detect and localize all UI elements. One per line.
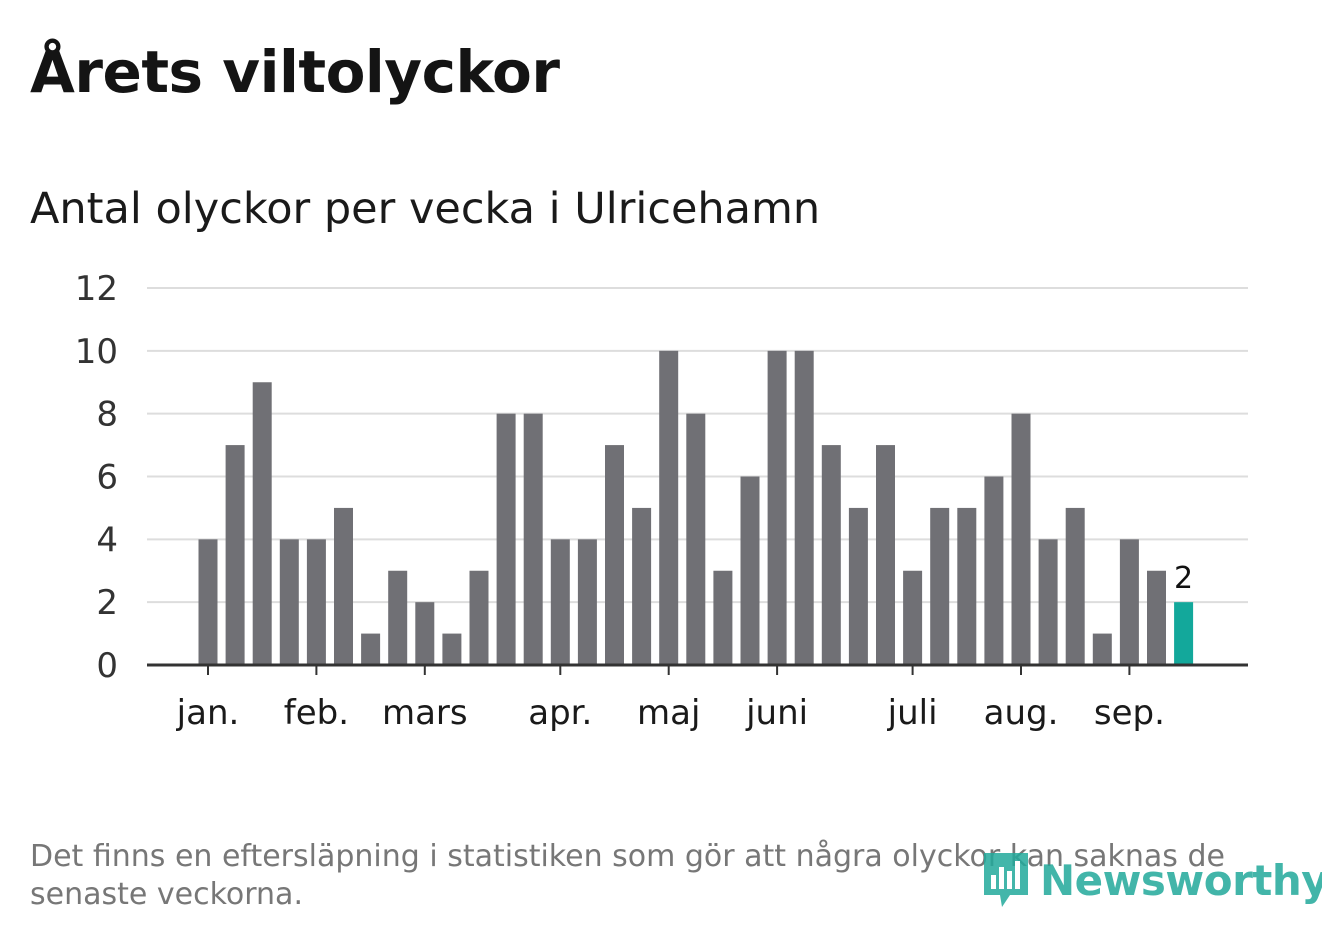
x-tick-label: aug. <box>984 693 1059 733</box>
bar <box>930 507 950 665</box>
bar <box>252 382 272 665</box>
bar <box>198 539 218 665</box>
bar <box>686 413 706 665</box>
bar <box>984 476 1004 665</box>
x-tick-label: sep. <box>1094 693 1165 733</box>
bar <box>903 570 923 665</box>
y-tick-label: 8 <box>96 395 118 435</box>
bar <box>848 507 868 665</box>
chart-subtitle: Antal olyckor per vecka i Ulricehamn <box>30 184 821 234</box>
bar <box>388 570 408 665</box>
bar <box>632 507 652 665</box>
bar <box>225 445 245 665</box>
newsworthy-logo: Newsworthy <box>980 848 1322 912</box>
bar <box>876 445 895 665</box>
y-tick-label: 0 <box>96 646 118 686</box>
bar <box>1011 413 1031 665</box>
x-tick-label: mars <box>382 693 468 733</box>
x-tick-label: apr. <box>528 693 592 733</box>
bar <box>1092 633 1112 665</box>
newsworthy-logo-icon <box>984 853 1028 907</box>
bar <box>279 539 299 665</box>
bar <box>1065 507 1085 665</box>
bar <box>442 633 462 665</box>
y-tick-label: 6 <box>96 458 118 498</box>
bar <box>469 570 489 665</box>
bar <box>794 350 814 665</box>
y-tick-label: 12 <box>75 269 118 309</box>
bar <box>767 350 787 665</box>
chart-title: Årets viltolyckor <box>30 38 560 106</box>
x-tick-label: maj <box>637 693 700 733</box>
y-tick-label: 4 <box>96 520 118 560</box>
bar <box>577 539 597 665</box>
bar <box>550 539 570 665</box>
bar <box>713 570 733 665</box>
bar <box>415 602 435 665</box>
x-tick-label: juli <box>887 693 938 733</box>
bar <box>361 633 381 665</box>
bar <box>1119 539 1139 665</box>
bar <box>306 539 326 665</box>
y-tick-label: 10 <box>75 332 118 372</box>
bar <box>523 413 543 665</box>
logo-text: Newsworthy <box>1040 855 1322 905</box>
bar <box>1147 570 1166 665</box>
bar <box>496 413 516 665</box>
x-tick-label: jan. <box>176 693 240 733</box>
y-tick-label: 2 <box>96 583 118 623</box>
bar <box>659 350 679 665</box>
bar <box>821 445 841 665</box>
bar <box>957 507 977 665</box>
data-label: 2 <box>1174 561 1193 596</box>
x-tick-label: feb. <box>284 693 349 733</box>
bar <box>605 445 624 665</box>
bar <box>334 507 353 665</box>
bar <box>1174 602 1194 665</box>
bar <box>1038 539 1058 665</box>
x-tick-label: juni <box>745 693 808 733</box>
bar <box>740 476 760 665</box>
